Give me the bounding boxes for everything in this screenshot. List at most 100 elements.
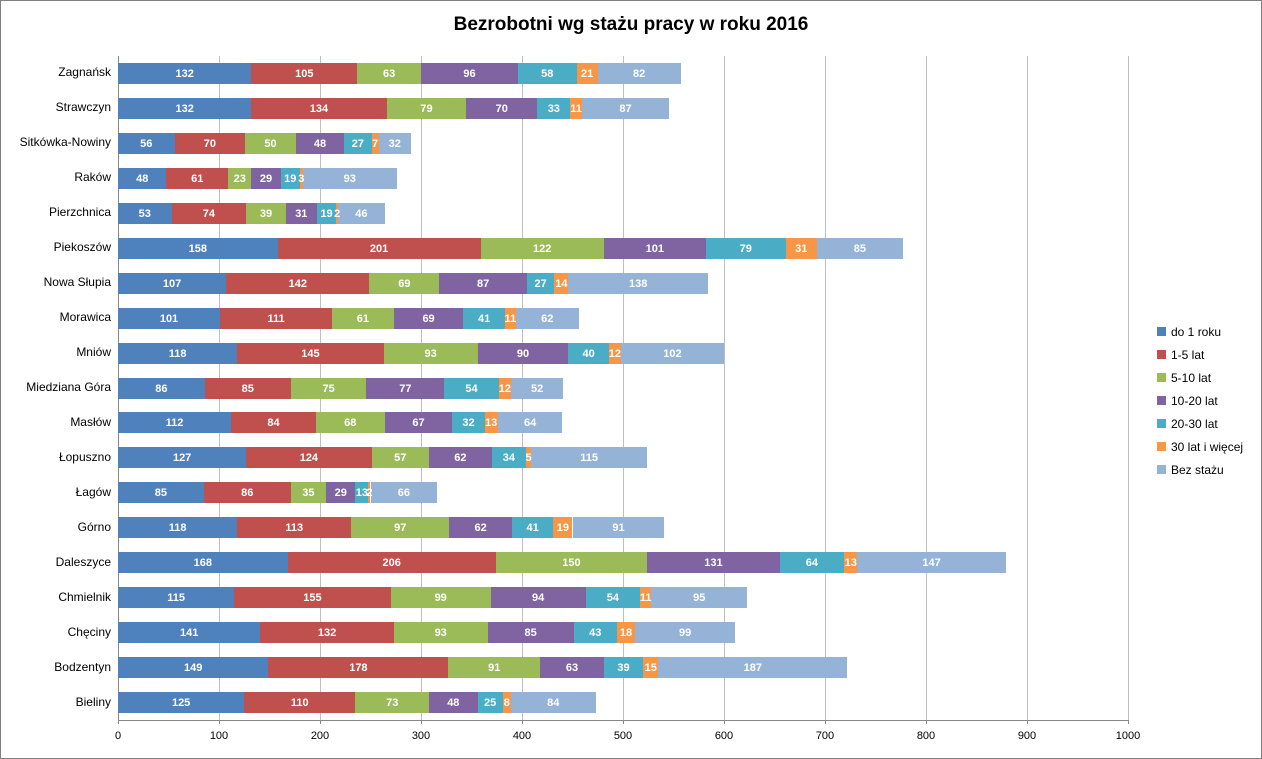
bar-segment (174, 132, 246, 154)
bar-segment (237, 342, 384, 364)
axis-tick (824, 720, 826, 724)
bar-segment (531, 447, 648, 469)
x-tick-label: 700 (815, 730, 835, 742)
x-tick-label: 800 (916, 730, 936, 742)
category-label: Łagów (75, 484, 111, 499)
bar-segment (118, 62, 252, 84)
bar-segment (118, 482, 204, 504)
bar-segment (369, 272, 440, 294)
bar-segment (390, 587, 491, 609)
bar-segment (384, 412, 453, 434)
bar-segment (355, 692, 430, 714)
axis-tick (319, 720, 321, 724)
axis-tick (117, 720, 119, 724)
bar-segment (246, 447, 372, 469)
category-label: Daleszyce (55, 554, 111, 569)
bar-segment (581, 97, 670, 119)
category-label: Morawica (59, 310, 111, 325)
bar-segment (118, 97, 252, 119)
bar-segment (290, 377, 367, 399)
bar-segment (118, 342, 238, 364)
legend: do 1 roku 1-5 lat 5-10 lat 10-20 lat 20-30 l… (1157, 320, 1243, 481)
category-label: Mniów (76, 345, 111, 360)
bar-segment (491, 447, 527, 469)
x-tick-label: 900 (1017, 730, 1037, 742)
bar-segment (118, 132, 175, 154)
category-label: Nowa Słupia (43, 275, 111, 290)
bar-segment (336, 202, 339, 224)
gridline (925, 56, 927, 720)
legend-swatch (1157, 327, 1166, 336)
bar-segment (316, 202, 337, 224)
bar-segment (203, 482, 291, 504)
bar-segment (844, 552, 858, 574)
legend-swatch (1157, 465, 1166, 474)
bar-segment (484, 412, 498, 434)
bar-segment (448, 657, 541, 679)
bar-segment (487, 622, 574, 644)
bar-segment (497, 412, 563, 434)
bar-segment (118, 622, 261, 644)
bar-segment (527, 272, 555, 294)
bar-segment (118, 307, 220, 329)
bar-segment (429, 447, 492, 469)
bar-segment (490, 587, 586, 609)
bar-segment (597, 62, 681, 84)
bar-segment (651, 587, 748, 609)
bar-segment (383, 342, 478, 364)
legend-item: 10-20 lat (1157, 389, 1243, 412)
bar-segment (647, 552, 780, 574)
bar-segment (449, 517, 512, 539)
bar-segment (118, 692, 245, 714)
bar-segment (554, 272, 569, 294)
bar-segment (118, 552, 288, 574)
bar-segment (540, 657, 604, 679)
bar-segment (452, 412, 485, 434)
bar-segment (537, 97, 571, 119)
bar-segment (635, 622, 736, 644)
bar-segment (231, 412, 316, 434)
bar-segment (251, 97, 387, 119)
bar-segment (466, 97, 538, 119)
bar-segment (393, 622, 488, 644)
bar-segment (608, 342, 621, 364)
category-label: Masłów (70, 414, 111, 429)
bar-segment (246, 202, 286, 224)
bar-segment (285, 202, 317, 224)
bar-segment (444, 377, 499, 399)
category-label: Piekoszów (53, 240, 111, 255)
bar-segment (118, 272, 227, 294)
bar-segment (603, 657, 644, 679)
gridline (622, 56, 624, 720)
gridline (1127, 56, 1129, 720)
category-label: Sitkówka-Nowiny (19, 135, 111, 150)
bar-segment (603, 237, 706, 259)
category-label: Bodzentyn (54, 659, 111, 674)
bar-segment (220, 307, 333, 329)
bar-segment (226, 272, 370, 294)
bar-segment (378, 132, 411, 154)
axis-tick (622, 720, 624, 724)
bar-segment (118, 412, 232, 434)
bar-segment (244, 692, 356, 714)
bar-segment (640, 587, 652, 609)
legend-item: 1-5 lat (1157, 343, 1243, 366)
bar-segment (705, 237, 786, 259)
bar-segment (421, 62, 518, 84)
x-axis-line (117, 720, 1129, 721)
bar-segment (295, 132, 345, 154)
bar-segment (280, 167, 300, 189)
bar-segment (568, 272, 708, 294)
chart-title: Bezrobotni wg stażu pracy w roku 2016 (453, 14, 809, 35)
bar-segment (504, 307, 516, 329)
x-tick-label: 400 (512, 730, 532, 742)
bar-segment (477, 692, 503, 714)
bar-segment (393, 307, 464, 329)
bar-segment (118, 167, 167, 189)
legend-label: Bez stażu (1171, 462, 1224, 477)
bar-segment (268, 657, 449, 679)
legend-label: 20-30 lat (1171, 416, 1218, 431)
legend-swatch (1157, 396, 1166, 405)
bar-segment (277, 237, 481, 259)
